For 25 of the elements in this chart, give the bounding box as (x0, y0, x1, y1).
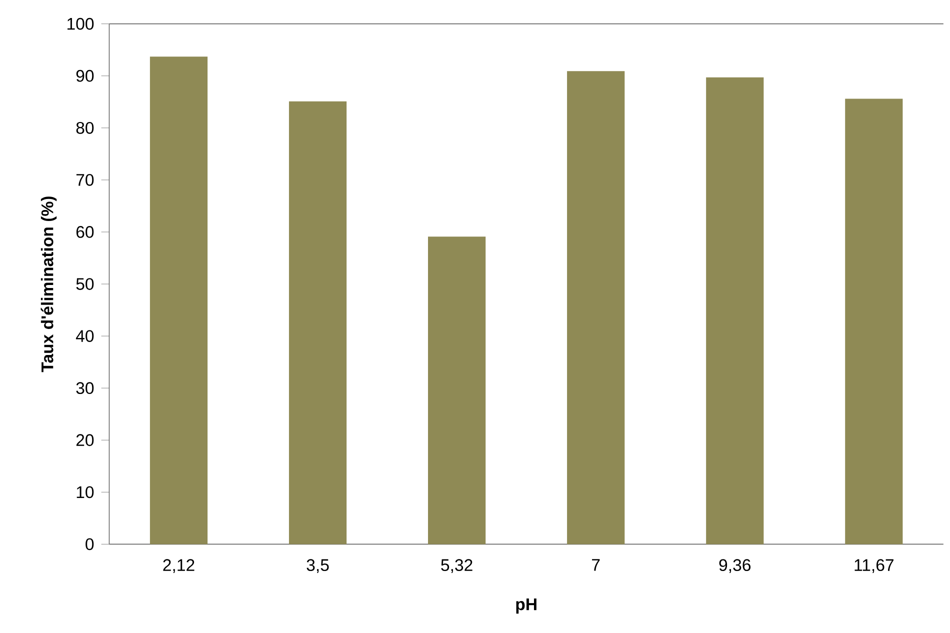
y-tick-label: 50 (76, 278, 94, 290)
x-axis-title: pH (516, 598, 536, 614)
bar (706, 78, 764, 544)
x-tick-label: 3,5 (306, 559, 329, 574)
y-tick-label: 80 (76, 122, 94, 134)
x-tick-label: 9,36 (719, 559, 751, 574)
x-tick-label: 2,12 (163, 559, 194, 574)
bar (845, 98, 903, 544)
y-tick-label: 100 (68, 18, 94, 30)
x-tick-label: 5,32 (441, 559, 472, 574)
y-tick-label: 60 (76, 226, 94, 238)
y-tick-label: 30 (76, 382, 94, 394)
y-tick-label: 10 (76, 486, 94, 498)
x-tick-label: 7 (592, 559, 600, 571)
y-tick-label: 40 (76, 330, 94, 342)
y-tick-label: 20 (76, 434, 94, 446)
y-tick-label: 0 (86, 538, 94, 550)
y-axis-title: Taux d'élimination (%) (40, 196, 57, 372)
y-tick-label: 70 (76, 174, 94, 186)
bar (428, 236, 486, 544)
x-tick-label: 11,67 (854, 559, 894, 574)
y-tick-label: 90 (76, 70, 94, 82)
bar (288, 102, 347, 544)
bar (150, 56, 208, 544)
bar (567, 71, 625, 544)
